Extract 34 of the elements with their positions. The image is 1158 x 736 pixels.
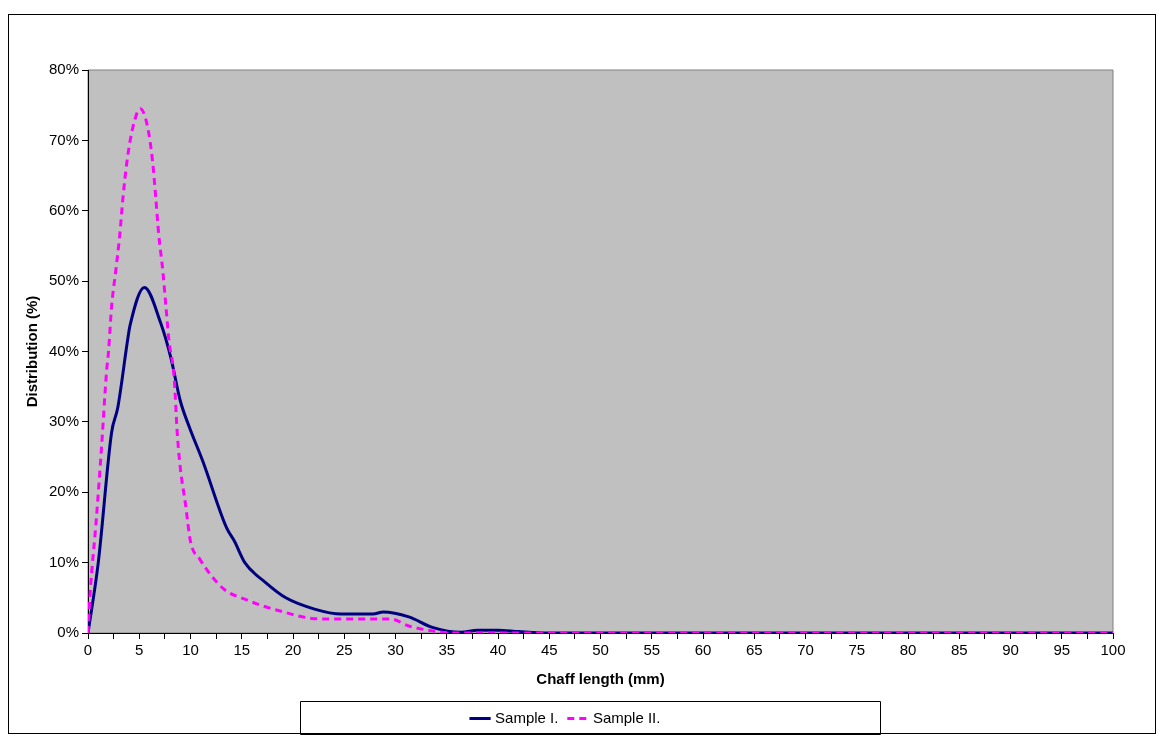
x-tick-label: 20 — [284, 641, 302, 659]
y-tick-label: 70% — [48, 130, 80, 148]
x-tick-label: 75 — [848, 641, 866, 659]
x-tick-label: 85 — [950, 641, 968, 659]
x-tick-label: 15 — [233, 641, 251, 659]
y-tick-label: 0% — [57, 623, 80, 641]
x-tick-label: 5 — [135, 641, 144, 659]
x-tick-label: 95 — [1053, 641, 1071, 659]
legend-label: Sample I. — [495, 708, 559, 726]
x-axis-title: Chaff length (mm) — [536, 670, 665, 688]
x-tick-label: 100 — [1100, 641, 1126, 659]
y-tick-label: 50% — [48, 271, 80, 289]
x-tick-label: 45 — [540, 641, 558, 659]
x-tick-label: 0 — [83, 641, 93, 659]
legend-label: Sample II. — [592, 708, 661, 726]
x-tick-label: 40 — [489, 641, 507, 659]
x-tick-label: 30 — [387, 641, 404, 659]
x-tick-label: 10 — [182, 641, 199, 659]
y-tick-label: 60% — [48, 200, 80, 218]
y-tick-label: 80% — [48, 60, 80, 78]
x-tick-label: 65 — [745, 641, 763, 659]
x-tick-label: 50 — [592, 641, 609, 659]
y-tick-label: 20% — [48, 482, 80, 500]
y-tick-label: 30% — [48, 412, 80, 430]
x-tick-label: 80 — [899, 641, 917, 659]
y-tick-label: 10% — [48, 552, 80, 570]
x-tick-label: 25 — [335, 641, 353, 659]
x-tick-label: 90 — [1002, 641, 1019, 659]
x-tick-label: 70 — [797, 641, 814, 659]
x-tick-label: 55 — [643, 641, 661, 659]
y-axis-title: Distribution (%) — [23, 295, 41, 408]
y-tick-label: 40% — [48, 341, 80, 359]
x-tick-label: 60 — [694, 641, 712, 659]
x-tick-label: 35 — [438, 641, 456, 659]
